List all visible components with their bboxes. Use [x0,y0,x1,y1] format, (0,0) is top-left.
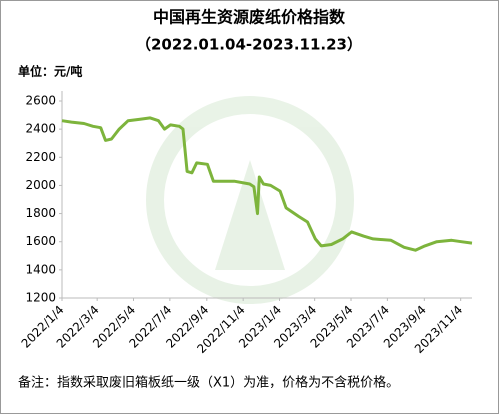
y-tick-label: 2000 [25,178,56,192]
footnote: 备注：指数采取废旧箱板纸一级（X1）为准，价格为不含税价格。 [18,375,399,391]
y-tick-label: 1600 [25,234,56,248]
y-tick-label: 2400 [25,122,56,136]
y-tick-label: 2200 [25,150,56,164]
price-line [61,116,473,252]
chart-subtitle: （2022.01.04-2023.11.23） [136,36,362,54]
chart-title: 中国再生资源废纸价格指数 [153,8,346,27]
y-tick-label: 1200 [25,291,56,305]
y-tick-label: 2600 [25,94,56,108]
y-tick-label: 1800 [25,206,56,220]
y-tick-label: 1400 [25,262,56,276]
unit-label: 单位：元/吨 [18,64,82,79]
watermark [146,96,354,304]
